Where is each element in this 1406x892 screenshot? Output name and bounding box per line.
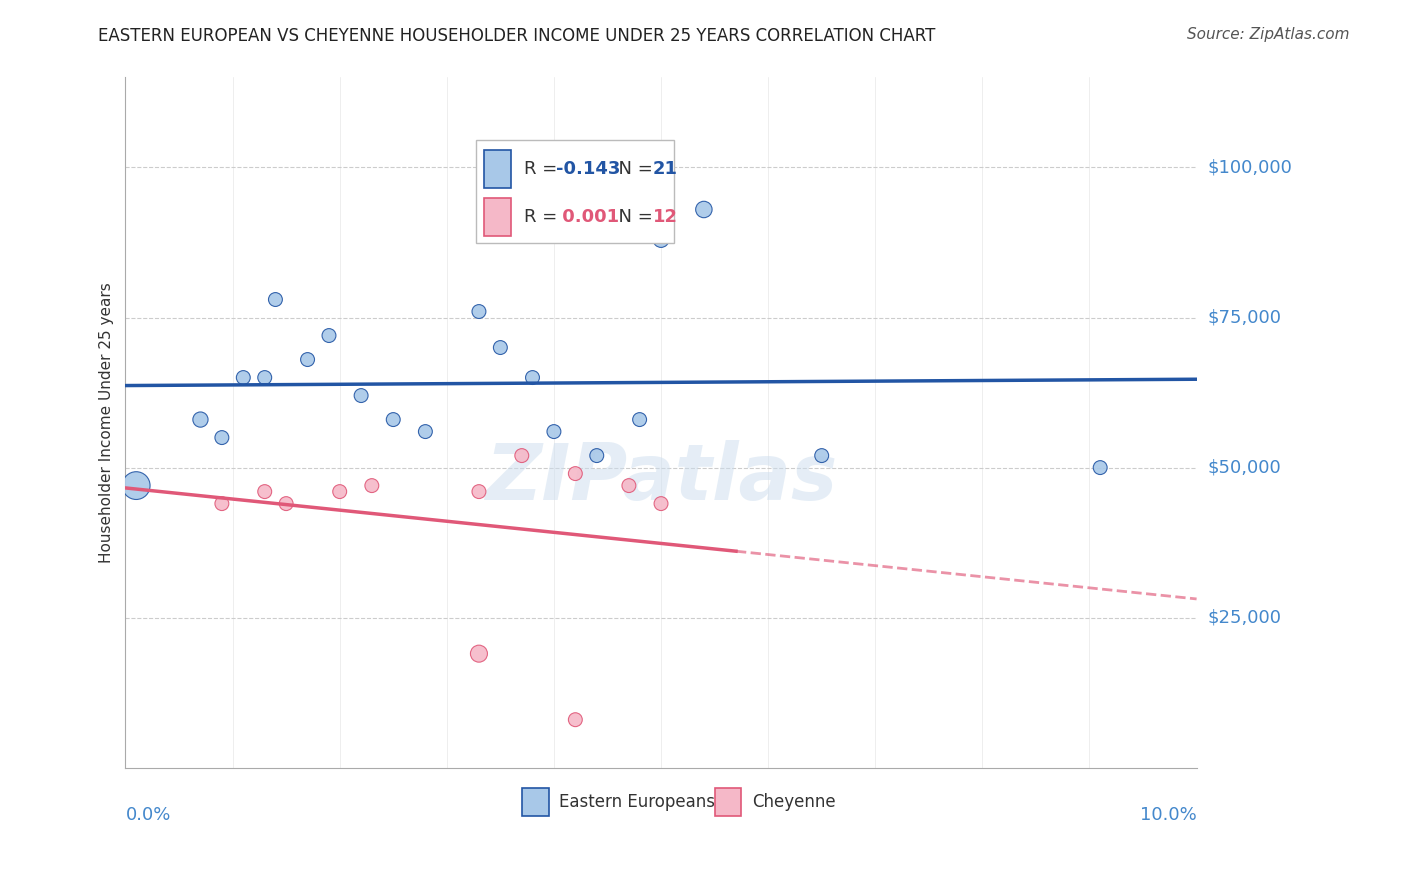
Point xyxy=(253,370,276,384)
Point xyxy=(350,388,373,402)
Point xyxy=(693,202,716,217)
Point xyxy=(415,425,437,439)
Point xyxy=(190,412,212,426)
Text: Eastern Europeans: Eastern Europeans xyxy=(560,793,716,811)
Point xyxy=(125,478,148,492)
FancyBboxPatch shape xyxy=(484,198,510,236)
Point xyxy=(468,304,491,318)
Point xyxy=(564,713,586,727)
Point xyxy=(522,370,544,384)
Point xyxy=(253,484,276,499)
Point xyxy=(1088,460,1111,475)
Point xyxy=(510,449,533,463)
Point xyxy=(360,478,382,492)
Point xyxy=(628,412,651,426)
Text: ZIPatlas: ZIPatlas xyxy=(485,440,837,516)
Point xyxy=(232,370,254,384)
Point xyxy=(468,484,491,499)
Point xyxy=(318,328,340,343)
FancyBboxPatch shape xyxy=(522,789,548,816)
Y-axis label: Householder Income Under 25 years: Householder Income Under 25 years xyxy=(100,282,114,563)
Text: -0.143: -0.143 xyxy=(555,160,620,178)
Point xyxy=(264,293,287,307)
Point xyxy=(543,425,565,439)
Text: R =: R = xyxy=(524,160,562,178)
Point xyxy=(468,647,491,661)
Point xyxy=(211,431,233,445)
Point xyxy=(650,497,672,511)
Text: EASTERN EUROPEAN VS CHEYENNE HOUSEHOLDER INCOME UNDER 25 YEARS CORRELATION CHART: EASTERN EUROPEAN VS CHEYENNE HOUSEHOLDER… xyxy=(98,27,936,45)
Point xyxy=(585,449,607,463)
Text: 10.0%: 10.0% xyxy=(1140,805,1197,823)
Point xyxy=(617,478,640,492)
Text: Cheyenne: Cheyenne xyxy=(752,793,835,811)
Point xyxy=(276,497,298,511)
Point xyxy=(211,497,233,511)
Point xyxy=(382,412,405,426)
Text: Source: ZipAtlas.com: Source: ZipAtlas.com xyxy=(1187,27,1350,42)
Point xyxy=(489,341,512,355)
Text: 21: 21 xyxy=(652,160,678,178)
Point xyxy=(810,449,832,463)
Point xyxy=(297,352,319,367)
Text: 0.001: 0.001 xyxy=(555,208,619,227)
Text: N =: N = xyxy=(607,160,659,178)
Text: R =: R = xyxy=(524,208,562,227)
Text: $75,000: $75,000 xyxy=(1208,309,1282,326)
Text: $25,000: $25,000 xyxy=(1208,608,1282,627)
Point xyxy=(650,232,672,246)
FancyBboxPatch shape xyxy=(484,150,510,188)
Text: 0.0%: 0.0% xyxy=(125,805,172,823)
FancyBboxPatch shape xyxy=(475,139,673,244)
Point xyxy=(329,484,352,499)
Text: $100,000: $100,000 xyxy=(1208,159,1292,177)
Text: $50,000: $50,000 xyxy=(1208,458,1281,476)
Text: N =: N = xyxy=(607,208,659,227)
Point xyxy=(564,467,586,481)
Text: 12: 12 xyxy=(652,208,678,227)
FancyBboxPatch shape xyxy=(714,789,741,816)
